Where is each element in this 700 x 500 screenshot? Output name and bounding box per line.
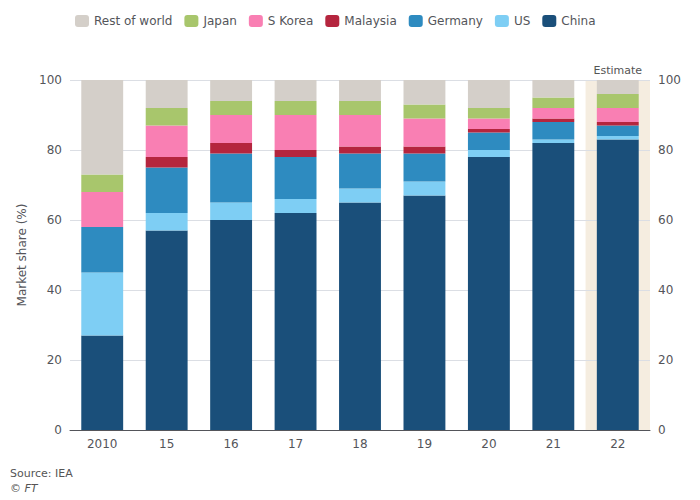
svg-text:40: 40 [47, 283, 62, 297]
svg-text:2010: 2010 [87, 437, 118, 451]
svg-text:16: 16 [223, 437, 238, 451]
svg-text:21: 21 [546, 437, 561, 451]
svg-text:US: US [514, 14, 530, 28]
svg-text:80: 80 [658, 143, 673, 157]
svg-text:60: 60 [47, 213, 62, 227]
svg-text:18: 18 [352, 437, 367, 451]
svg-text:China: China [561, 14, 595, 28]
svg-text:20: 20 [658, 353, 673, 367]
svg-text:0: 0 [658, 423, 666, 437]
svg-text:19: 19 [417, 437, 432, 451]
svg-text:© FT: © FT [10, 482, 39, 495]
svg-text:15: 15 [159, 437, 174, 451]
svg-text:100: 100 [39, 73, 62, 87]
svg-text:S Korea: S Korea [268, 14, 313, 28]
svg-text:Germany: Germany [428, 14, 483, 28]
svg-text:80: 80 [47, 143, 62, 157]
svg-text:Source: IEA: Source: IEA [10, 467, 73, 480]
svg-text:22: 22 [610, 437, 625, 451]
svg-text:Market share (%): Market share (%) [15, 204, 29, 307]
svg-text:60: 60 [658, 213, 673, 227]
svg-text:Estimate: Estimate [593, 64, 642, 77]
svg-text:100: 100 [658, 73, 681, 87]
svg-text:Japan: Japan [202, 14, 236, 28]
svg-text:17: 17 [288, 437, 303, 451]
svg-text:40: 40 [658, 283, 673, 297]
svg-text:0: 0 [54, 423, 62, 437]
svg-text:Rest of world: Rest of world [94, 14, 172, 28]
svg-text:Malaysia: Malaysia [344, 14, 396, 28]
svg-text:20: 20 [481, 437, 496, 451]
svg-text:20: 20 [47, 353, 62, 367]
